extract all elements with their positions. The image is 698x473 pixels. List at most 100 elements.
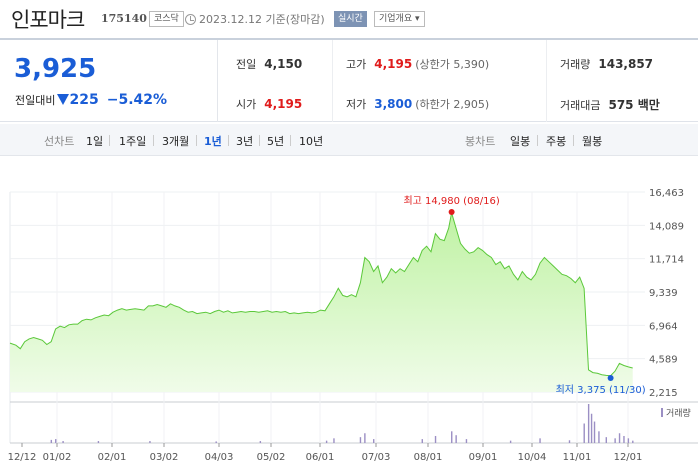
stat-trading-amount: 거래대금 575 백만: [560, 98, 660, 112]
date-text: 2023.12.12 기준(장마감): [185, 11, 325, 27]
price-area: [9, 212, 633, 392]
volume-bar: [614, 438, 616, 443]
volume-bar: [632, 440, 634, 443]
y-tick-label: 9,339: [649, 288, 678, 299]
stock-name: 인포마크: [11, 8, 85, 32]
x-tick-label: 03/02: [150, 452, 179, 463]
volume-bar: [364, 433, 366, 443]
separator: [228, 135, 229, 146]
separator: [196, 135, 197, 146]
stat-open: 시가 4,195: [236, 97, 303, 111]
line-chart-label: 선차트: [44, 135, 75, 148]
volume-legend-swatch: [661, 408, 663, 417]
x-tick-label: 09/01: [469, 452, 498, 463]
realtime-button[interactable]: 실시간: [334, 11, 367, 27]
stat-high: 고가 4,195 (상한가 5,390): [346, 57, 490, 71]
volume-bar: [62, 441, 64, 443]
candle-weekly[interactable]: 주봉: [546, 135, 567, 148]
volume-bar: [50, 439, 53, 443]
period-5y[interactable]: 5년: [267, 135, 285, 148]
chart-annotations: 최고 14,980 (08/16) 최저 3,375 (11/30) 거래량: [403, 195, 690, 419]
y-tick-label: 2,215: [649, 388, 678, 399]
volume-bar: [509, 440, 512, 443]
volume-bar: [583, 423, 585, 443]
period-1y[interactable]: 1년: [204, 135, 222, 148]
current-price: 3,925: [14, 54, 97, 84]
x-tick-label: 12/12: [8, 452, 37, 463]
candle-monthly[interactable]: 월봉: [582, 135, 603, 148]
price-summary: 3,925 전일대비 225 −5.42% 전일 4,150 고가 4,195 (상한가 …: [0, 38, 698, 122]
x-axis-labels: 12/12 01/02 02/01 03/02 04/03 05/02 06/01 07/03…: [8, 452, 643, 463]
date-label: 2023.12.12 기준(장마감): [199, 13, 325, 26]
min-annotation: 최저 3,375 (11/30): [556, 384, 646, 396]
company-overview-dropdown[interactable]: 기업개요 ▾: [374, 11, 425, 27]
x-tick-label: 06/01: [306, 452, 335, 463]
volume-bar: [539, 438, 541, 443]
candle-daily[interactable]: 일봉: [510, 135, 531, 148]
min-point-marker: [607, 375, 614, 381]
volume-bar: [325, 440, 328, 443]
max-point-marker: [448, 209, 455, 215]
chart-period-bar: 선차트 1일 1주일 3개월 1년 3년 5년 10년 봉차트 일봉 주봉 월봉: [0, 124, 698, 156]
period-1d[interactable]: 1일: [86, 135, 104, 148]
x-tick-label: 10/04: [518, 452, 547, 463]
change-percent: −5.42%: [106, 92, 168, 108]
stat-low: 저가 3,800 (하한가 2,905): [346, 97, 490, 111]
y-tick-label: 11,714: [649, 255, 684, 266]
period-10y[interactable]: 10년: [299, 135, 324, 148]
x-tick-label: 07/03: [362, 452, 391, 463]
volume-legend: 거래량: [666, 407, 691, 419]
separator: [290, 135, 291, 146]
volume-bar: [451, 431, 453, 443]
period-1w[interactable]: 1주일: [119, 135, 147, 148]
volume-bar: [434, 435, 437, 443]
volume-bar: [627, 438, 630, 443]
separator: [537, 135, 538, 146]
down-arrow-icon: [57, 94, 70, 105]
volume-bar: [587, 404, 590, 443]
x-tick-label: 02/01: [98, 452, 127, 463]
change-value: 225: [69, 92, 99, 108]
separator: [109, 135, 110, 146]
max-annotation: 최고 14,980 (08/16): [403, 195, 499, 207]
volume-bar: [618, 433, 621, 443]
price-chart[interactable]: 16,463 14,089 11,714 9,339 6,964 4,589 2,215 최…: [0, 160, 698, 473]
y-axis-labels: 16,463 14,089 11,714 9,339 6,964 4,589 2,215: [649, 188, 684, 399]
y-tick-label: 16,463: [649, 188, 684, 199]
y-tick-label: 4,589: [649, 355, 678, 366]
x-tick-label: 04/03: [205, 452, 234, 463]
x-tick-label: 05/02: [257, 452, 286, 463]
volume-bar: [259, 441, 262, 443]
stat-volume: 거래량 143,857: [560, 57, 654, 71]
volume-bars: [50, 404, 634, 443]
separator: [573, 135, 574, 146]
period-3y[interactable]: 3년: [236, 135, 254, 148]
divider: [546, 40, 547, 122]
volume-bar: [455, 435, 457, 443]
change-label: 전일대비: [15, 94, 56, 107]
separator: [153, 135, 154, 146]
current-price-panel: 3,925 전일대비 225 −5.42%: [0, 40, 218, 122]
volume-bar: [465, 439, 468, 443]
volume-bar: [359, 437, 362, 443]
volume-bar: [590, 413, 593, 443]
stock-header: 인포마크 175140 코스닥 2023.12.12 기준(장마감) 실시간 기…: [0, 0, 698, 38]
volume-bar: [623, 435, 625, 443]
y-tick-label: 14,089: [649, 221, 684, 232]
volume-bar: [97, 441, 100, 443]
volume-bar: [149, 441, 151, 443]
x-tick-label: 08/01: [414, 452, 443, 463]
price-line: [9, 212, 633, 377]
period-3m[interactable]: 3개월: [162, 135, 190, 148]
divider: [332, 40, 333, 122]
stock-code: 175140: [101, 12, 147, 25]
x-tick-label: 11/01: [563, 452, 592, 463]
volume-bar: [333, 438, 335, 443]
stat-prev-close: 전일 4,150: [236, 57, 303, 71]
separator: [259, 135, 260, 146]
volume-bar: [373, 439, 375, 443]
volume-bar: [568, 440, 571, 443]
volume-bar: [421, 439, 423, 443]
candle-chart-label: 봉차트: [465, 135, 496, 148]
volume-bar: [605, 437, 607, 443]
